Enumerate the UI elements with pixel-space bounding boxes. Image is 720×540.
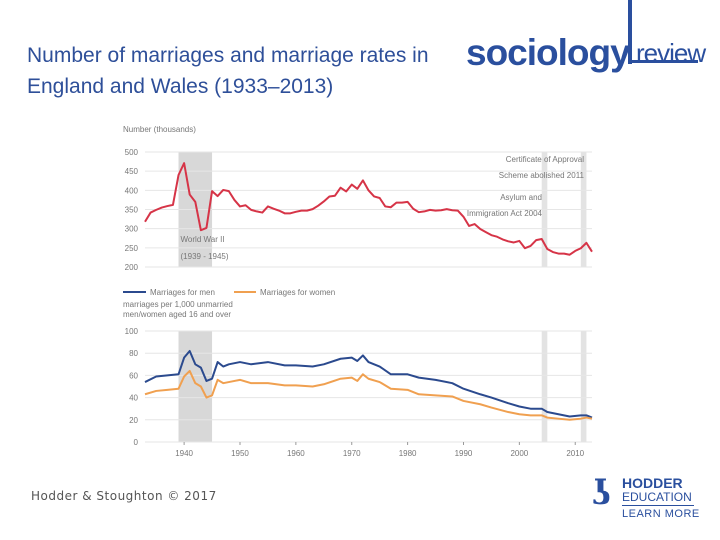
y-axis-label-top: Number (thousands) [123,125,196,134]
publisher-divider [622,505,694,506]
y-tick-label-bottom: 80 [129,349,138,358]
y-tick-label-bottom: 60 [129,371,138,380]
copyright-footer: Hodder & Stoughton © 2017 [31,489,217,503]
y-tick-label-bottom: 100 [125,327,139,336]
x-tick-label: 2000 [510,449,528,458]
y-tick-label-top: 350 [125,206,139,215]
shaded-region-bottom [580,331,587,442]
publisher-name: HODDER [622,475,683,491]
x-tick-label: 1980 [399,449,417,458]
annotation-asylum: Asylum and [500,193,542,202]
y-tick-label-top: 450 [125,167,139,176]
hodder-mark-icon: ʖ [592,473,611,513]
publisher-sub: EDUCATION [622,490,692,504]
x-tick-label: 1960 [287,449,305,458]
x-tick-label: 1950 [231,449,249,458]
marriages-line [144,162,593,256]
y-axis-label-bottom-line1: marriages per 1,000 unmarried [123,300,233,309]
women-rate-line [144,369,593,421]
y-tick-label-top: 200 [125,263,139,272]
annotation-ww2-years: (1939 - 1945) [181,252,229,261]
shaded-region-bottom [541,331,548,442]
logo-sub-text: review [636,38,706,68]
shaded-region-bottom [178,331,213,442]
y-tick-label-bottom: 0 [134,438,139,447]
learn-more-link[interactable]: LEARN MORE [622,508,700,520]
x-tick-label: 1990 [455,449,473,458]
x-tick-label: 1940 [175,449,193,458]
men-rate-line [144,349,593,419]
annotation-asylum-year: Immigration Act 2004 [467,209,543,218]
logo-underline [628,60,698,63]
y-tick-label-bottom: 40 [129,394,138,403]
legend-label-men: Marriages for men [150,288,215,297]
y-tick-label-top: 300 [125,225,139,234]
annotation-certificate: Certificate of Approval [506,155,584,164]
hodder-education-logo[interactable]: ʖ HODDER EDUCATION LEARN MORE [592,472,702,522]
x-tick-label: 1970 [343,449,361,458]
y-tick-label-top: 400 [125,186,139,195]
y-tick-label-bottom: 20 [129,416,138,425]
sociology-review-logo: sociology review [466,0,720,80]
y-tick-label-top: 500 [125,148,139,157]
slide-title: Number of marriages and marriage rates i… [27,44,429,98]
y-axis-label-bottom-line2: men/women aged 16 and over [123,310,231,319]
y-tick-label-top: 250 [125,244,139,253]
legend-label-women: Marriages for women [260,288,335,297]
logo-divider [628,0,632,64]
annotation-certificate-year: Scheme abolished 2011 [499,171,585,180]
annotation-ww2: World War II [181,235,225,244]
x-tick-label: 2010 [566,449,584,458]
logo-main-text: sociology [466,32,631,73]
